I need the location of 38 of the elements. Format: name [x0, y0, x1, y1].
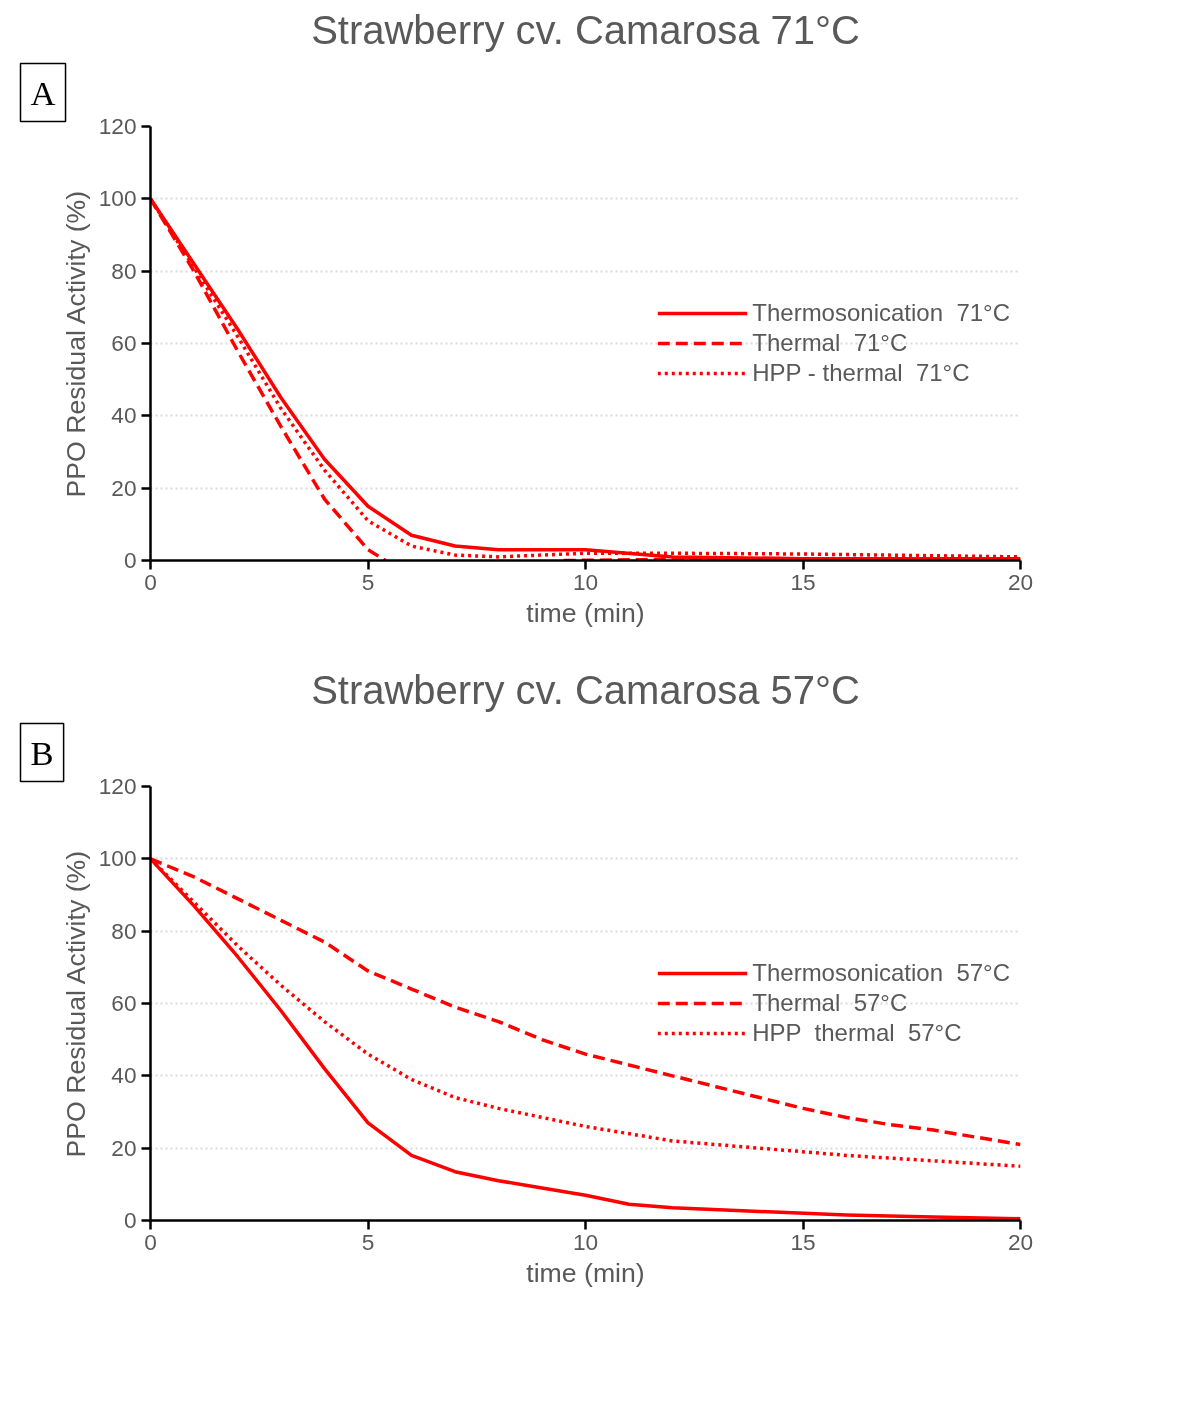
legend-label: Thermosonication 71°C: [752, 299, 1010, 327]
x-tick-label: 20: [1007, 568, 1034, 595]
y-tick-label: 60: [111, 330, 137, 356]
y-tick-label: 80: [111, 917, 137, 944]
text: B: [30, 733, 54, 772]
y-tick-label: 100: [98, 845, 137, 872]
x-tick-label: 0: [144, 1228, 157, 1255]
x-tick-label: 10: [572, 1228, 599, 1255]
chart-title: Strawberry cv. Camarosa 71°C: [311, 7, 860, 52]
y-tick-label: 40: [111, 402, 137, 429]
y-tick-label: 60: [111, 990, 137, 1016]
legend-label: Thermal 71°C: [752, 329, 908, 357]
x-tick-label: 5: [361, 568, 375, 595]
x-tick-label: 10: [572, 568, 599, 595]
legend-label: HPP thermal 57°C: [752, 1019, 962, 1047]
chart-title: Strawberry cv. Camarosa 57°C: [311, 667, 860, 712]
x-tick-label: 0: [144, 568, 157, 595]
y-axis-title: PPO Residual Activity (%): [60, 850, 91, 1158]
y-tick-label: 80: [111, 257, 137, 284]
y-tick-label: 40: [111, 1062, 137, 1089]
x-axis-title: time (min): [526, 597, 645, 628]
x-tick-label: 15: [790, 1228, 816, 1255]
y-tick-label: 120: [98, 113, 137, 139]
y-tick-label: 20: [111, 474, 137, 501]
text: A: [30, 73, 56, 112]
x-tick-label: 20: [1007, 1228, 1034, 1255]
legend-label: Thermosonication 57°C: [752, 959, 1010, 987]
y-tick-label: 0: [123, 1207, 137, 1233]
y-tick-label: 100: [98, 185, 137, 212]
legend-label: Thermal 57°C: [752, 989, 908, 1017]
x-tick-label: 5: [361, 1228, 375, 1255]
legend-label: HPP - thermal 71°C: [752, 359, 970, 387]
y-tick-label: 120: [98, 773, 137, 799]
y-tick-label: 0: [123, 547, 137, 573]
y-tick-label: 20: [111, 1134, 137, 1161]
x-axis-title: time (min): [526, 1257, 645, 1288]
y-axis-title: PPO Residual Activity (%): [60, 190, 91, 498]
x-tick-label: 15: [790, 568, 816, 595]
